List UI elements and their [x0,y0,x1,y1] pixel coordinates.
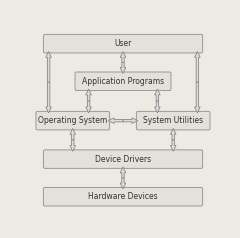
Polygon shape [46,51,51,82]
Text: Hardware Devices: Hardware Devices [88,192,158,201]
Text: Device Drivers: Device Drivers [95,155,151,164]
Text: Operating System: Operating System [38,116,108,125]
Polygon shape [120,178,126,189]
FancyBboxPatch shape [75,72,171,90]
Polygon shape [123,118,138,123]
Polygon shape [170,129,176,140]
Polygon shape [120,167,126,178]
Polygon shape [70,140,76,151]
FancyBboxPatch shape [43,35,203,53]
FancyBboxPatch shape [43,188,203,206]
Polygon shape [86,101,91,113]
Polygon shape [70,129,76,140]
Text: User: User [114,39,132,48]
Polygon shape [108,118,123,123]
Polygon shape [120,51,126,62]
Polygon shape [86,89,91,101]
Polygon shape [46,82,51,113]
Polygon shape [155,89,160,101]
Polygon shape [195,51,200,82]
Polygon shape [170,140,176,151]
Polygon shape [195,82,200,113]
FancyBboxPatch shape [136,111,210,130]
Text: Application Programs: Application Programs [82,77,164,86]
Polygon shape [155,101,160,113]
FancyBboxPatch shape [43,150,203,169]
Polygon shape [120,62,126,74]
Text: System Utilities: System Utilities [143,116,203,125]
FancyBboxPatch shape [36,111,110,130]
